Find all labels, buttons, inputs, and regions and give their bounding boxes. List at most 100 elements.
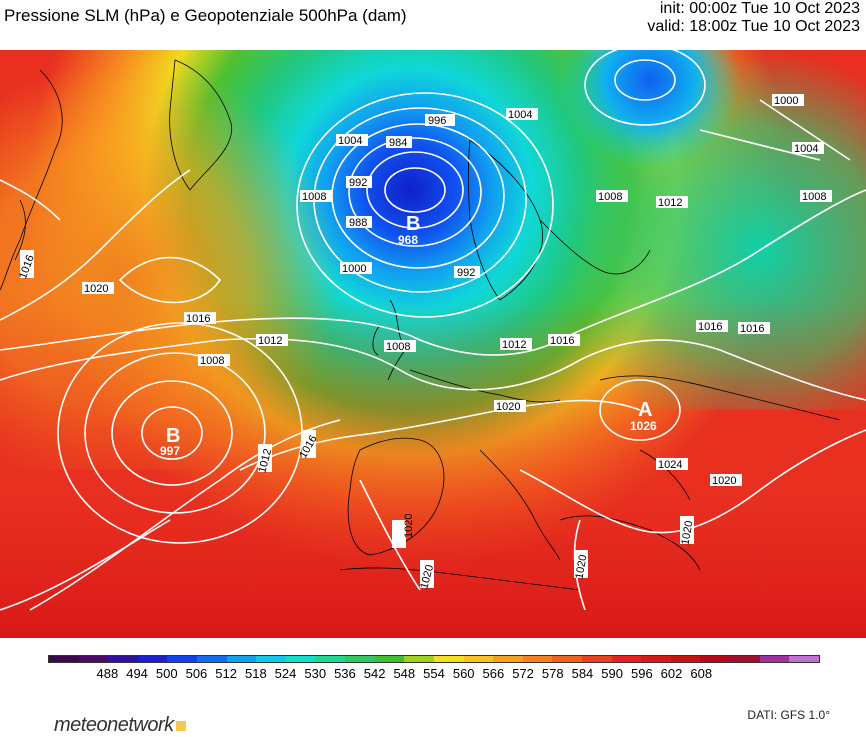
colorbar-cell [226,656,257,662]
svg-text:1016: 1016 [698,321,722,333]
brand-logo: meteonetwork [54,714,186,737]
colorbar-cell [552,656,582,662]
colorbar-cell [611,656,642,662]
svg-text:A: A [638,399,652,421]
isobar-label: 1000 [340,262,372,275]
colorbar-label: 524 [274,666,297,681]
isobar-label: 1004 [506,108,538,121]
isobar-label: 1016 [548,334,580,347]
svg-text:1004: 1004 [508,109,532,121]
svg-text:1020: 1020 [496,401,520,413]
colorbar-cell [463,656,494,662]
colorbar-label: 530 [304,666,327,681]
isobar-label: 988 [346,216,372,229]
svg-text:1026: 1026 [630,419,657,433]
colorbar-label: 602 [660,666,683,681]
colorbar-cell [759,656,790,662]
brand-dot [175,721,186,731]
colorbar-label: 488 [96,666,119,681]
colorbar-label: 578 [541,666,564,681]
isobar-label: 1020 [710,474,742,487]
init-time: init: 00:00z Tue 10 Oct 2023 [659,0,860,17]
isobar-label: 984 [386,136,412,149]
isobar-label: 1008 [384,340,416,353]
svg-text:1016: 1016 [186,313,210,325]
weather-map: 996 1004 984 992 1000 1008 988 992 1004 … [0,50,866,638]
isobar-label: 996 [425,114,455,127]
svg-text:1008: 1008 [200,355,224,367]
colorbar-cell [49,656,79,662]
isobar-label: 1020 [573,550,590,580]
colorbar-cell [256,656,286,662]
svg-text:1008: 1008 [302,191,326,203]
isobar-label: 1004 [792,142,824,155]
colorbar-cell [404,656,434,662]
isobar-label: 1000 [772,94,804,107]
isobar-label: 1004 [336,134,368,147]
svg-text:B: B [406,213,420,235]
isobar-label: 1020 [679,516,696,546]
colorbar-cell [670,656,701,662]
isobar-label: 1008 [596,190,628,203]
svg-text:1024: 1024 [658,459,682,471]
svg-text:1008: 1008 [598,191,622,203]
colorbar-label: 608 [690,666,713,681]
svg-text:1000: 1000 [774,95,798,107]
colorbar-label: 560 [452,666,475,681]
isobar-label: 1008 [800,190,832,203]
colorbar-cell [285,656,316,662]
brand-name: meteonetwork [54,714,174,736]
isobar-label: 1016 [184,312,216,325]
svg-text:997: 997 [160,444,180,458]
colorbar-cell [167,656,198,662]
colorbar-label: 518 [244,666,267,681]
colorbar [48,655,820,663]
colorbar-cell [522,656,553,662]
colorbar-cell [581,656,612,662]
low-pressure-center: B 997 [160,425,180,458]
svg-text:996: 996 [428,115,446,127]
isobar-label: 992 [454,266,480,279]
map-field-ne-low [540,50,800,190]
colorbar-cell [345,656,375,662]
colorbar-label: 554 [423,666,445,681]
colorbar-cell [315,656,346,662]
svg-text:1020: 1020 [573,554,589,580]
colorbar-label: 590 [601,666,623,681]
run-info: init: 00:00z Tue 10 Oct 2023 valid: 18:0… [647,0,860,36]
colorbar-label: 596 [630,666,653,681]
svg-text:1012: 1012 [502,339,526,351]
colorbar-cell [433,656,464,662]
isobar-label: 1012 [256,334,288,347]
colorbar-cell [700,656,731,662]
svg-text:968: 968 [398,233,418,247]
colorbar-cell [197,656,227,662]
colorbar-cell [137,656,168,662]
colorbar-labels: 488 494 500 506 512 518 524 530 536 542 548 554 560 5… [48,666,820,682]
colorbar-label: 584 [571,666,594,681]
coastlines [0,59,841,591]
svg-text:984: 984 [389,137,407,149]
svg-text:988: 988 [349,217,367,229]
isobar-label: 1020 [418,560,436,590]
colorbar-cell [374,656,405,662]
svg-text:1008: 1008 [802,191,826,203]
svg-text:992: 992 [349,177,367,189]
svg-text:1020: 1020 [679,520,695,546]
isobar-labels: 996 1004 984 992 1000 1008 988 992 1004 … [17,94,832,590]
colorbar-label: 494 [126,666,148,681]
isobar-label: 1020 [494,400,526,413]
svg-text:1012: 1012 [258,335,282,347]
isobar-label: 992 [346,176,372,189]
svg-text:1020: 1020 [403,514,415,538]
isobar-label: 1012 [656,196,688,209]
colorbar-cell [78,656,109,662]
svg-text:1008: 1008 [386,341,410,353]
svg-text:1012: 1012 [658,197,682,209]
svg-text:B: B [166,425,180,447]
colorbar-label: 566 [482,666,505,681]
colorbar-label: 506 [185,666,208,681]
map-title: Pressione SLM (hPa) e Geopotenziale 500h… [4,6,407,25]
colorbar-label: 572 [512,666,534,681]
svg-text:1004: 1004 [794,143,818,155]
